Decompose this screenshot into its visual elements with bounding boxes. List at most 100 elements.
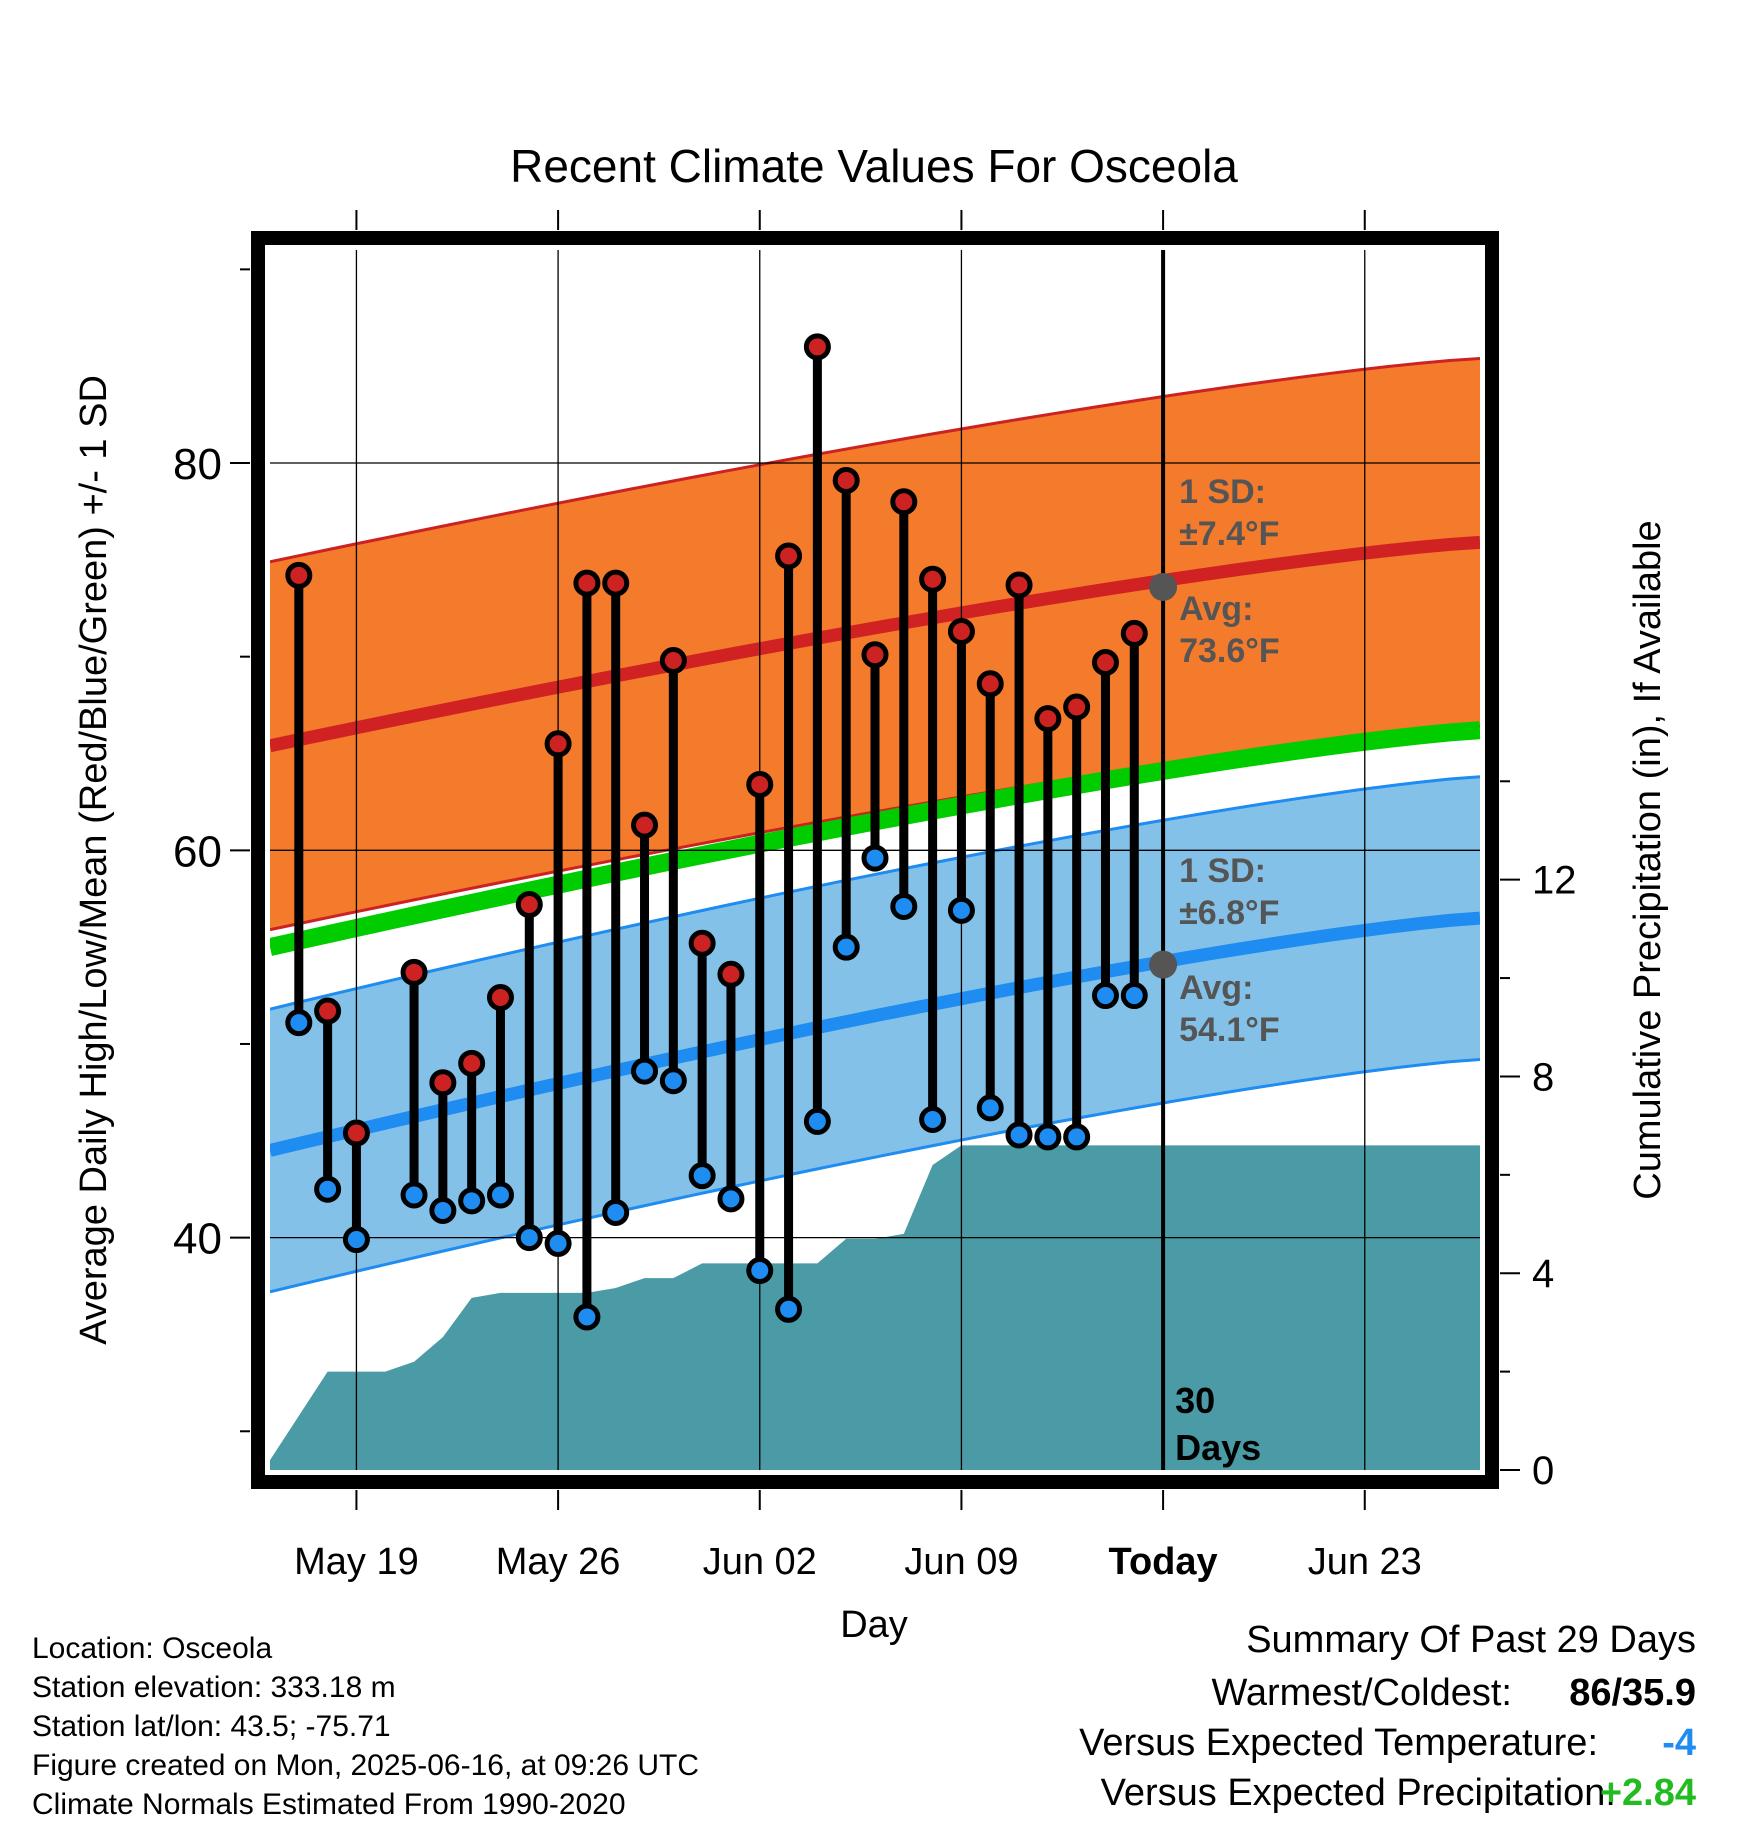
footer-created: Figure created on Mon, 2025-06-16, at 09… [32, 1749, 700, 1782]
daily-low-point [515, 1224, 543, 1252]
daily-high-point [746, 770, 774, 798]
daily-high-point [659, 647, 687, 675]
daily-low-point [803, 1107, 831, 1135]
daily-low-point [947, 896, 975, 924]
low-avg-dot [1149, 950, 1178, 979]
x-tick-label: Jun 02 [703, 1541, 817, 1583]
daily-low-point [342, 1226, 370, 1254]
daily-low-point [458, 1187, 486, 1215]
daily-high-point [486, 983, 514, 1011]
daily-high-point [688, 929, 716, 957]
daily-low-point [1034, 1123, 1062, 1151]
daily-low-point [1063, 1123, 1091, 1151]
high-band-upper-edge [270, 356, 1480, 564]
daily-high-point [458, 1049, 486, 1077]
chart-title: Recent Climate Values For Osceola [510, 140, 1238, 192]
today-label-number: 30 [1175, 1380, 1215, 1421]
daily-high-point [803, 333, 831, 361]
high-avg-value: 73.6°F [1179, 632, 1280, 670]
y-tick-label: 80 [173, 440, 222, 489]
daily-high-point [429, 1069, 457, 1097]
daily-low-point [602, 1198, 630, 1226]
precip-area [270, 1145, 1480, 1470]
daily-high-point [573, 569, 601, 597]
x-tick-label: May 19 [294, 1541, 419, 1583]
low-sd-band [270, 776, 1480, 1292]
daily-low-point [832, 933, 860, 961]
daily-high-point [976, 670, 1004, 698]
footer-latlon: Station lat/lon: 43.5; -75.71 [32, 1710, 391, 1743]
daily-high-point [1034, 705, 1062, 733]
y2-tick-label: 8 [1532, 1055, 1554, 1099]
summary-warmest-label: Warmest/Coldest: [1211, 1672, 1512, 1714]
x-tick-label: Jun 23 [1308, 1541, 1422, 1583]
daily-high-point [631, 811, 659, 839]
summary-temp-row: Versus Expected Temperature: -4 [0, 1722, 1748, 1768]
daily-low-point [659, 1067, 687, 1095]
summary-warmest-value: 86/35.9 [1569, 1672, 1696, 1714]
summary-precip-row: Versus Expected Precipitation: +2.84 [0, 1772, 1748, 1818]
daily-low-point [890, 892, 918, 920]
daily-low-point [285, 1009, 313, 1037]
daily-low-point [746, 1257, 774, 1285]
plot-frame [251, 231, 1499, 1489]
daily-high-point [285, 561, 313, 589]
daily-low-point [1005, 1121, 1033, 1149]
y2-tick-label: 12 [1532, 859, 1577, 903]
daily-low-point [544, 1229, 572, 1257]
daily-low-point [314, 1175, 342, 1203]
footer-location: Location: Osceola [32, 1632, 273, 1665]
y2-axis-label: Cumulative Precipitation (in), If Availa… [1627, 520, 1669, 1199]
high-avg-dot [1149, 572, 1178, 601]
daily-high-point [947, 617, 975, 645]
daily-low-point [1120, 982, 1148, 1010]
daily-low-point [400, 1181, 428, 1209]
daily-high-point [342, 1119, 370, 1147]
y-tick-label: 60 [173, 827, 222, 876]
daily-high-point [775, 542, 803, 570]
daily-low-point [573, 1303, 601, 1331]
daily-high-point [544, 730, 572, 758]
daily-high-point [717, 960, 745, 988]
daily-low-point [976, 1094, 1004, 1122]
daily-low-point [1091, 982, 1119, 1010]
daily-low-point [861, 844, 889, 872]
daily-high-point [1091, 648, 1119, 676]
high-avg-label: Avg: [1179, 590, 1253, 628]
daily-low-point [688, 1162, 716, 1190]
daily-low-point [486, 1181, 514, 1209]
daily-high-point [314, 997, 342, 1025]
summary-precip-label: Versus Expected Precipitation: [1100, 1772, 1616, 1814]
y2-tick-label: 4 [1532, 1252, 1554, 1296]
daily-high-point [515, 891, 543, 919]
y-tick-label: 40 [173, 1215, 222, 1264]
x-tick-label: Jun 09 [904, 1541, 1018, 1583]
low-band-lower-edge [270, 1057, 1480, 1294]
high-sd-label: 1 SD: [1179, 473, 1266, 511]
y-axis-label: Average Daily High/Low/Mean (Red/Blue/Gr… [73, 375, 115, 1345]
daily-high-point [1120, 619, 1148, 647]
footer-elevation: Station elevation: 333.18 m [32, 1671, 396, 1704]
low-avg-value: 54.1°F [1179, 1011, 1280, 1049]
summary-warmest-row: Warmest/Coldest: 86/35.9 [0, 1672, 1748, 1718]
x-tick-label: May 26 [496, 1541, 621, 1583]
daily-high-point [890, 488, 918, 516]
daily-low-point [919, 1105, 947, 1133]
daily-temperature-bars [285, 333, 1148, 1331]
high-sd-value: ±7.4°F [1179, 515, 1279, 553]
daily-high-point [832, 466, 860, 494]
y2-tick-label: 0 [1532, 1449, 1554, 1493]
low-avg-label: Avg: [1179, 969, 1253, 1007]
daily-low-point [717, 1185, 745, 1213]
low-sd-value: ±6.8°F [1179, 894, 1279, 932]
footer-normals: Climate Normals Estimated From 1990-2020 [32, 1788, 626, 1821]
today-label-days: Days [1175, 1427, 1261, 1468]
low-sd-label: 1 SD: [1179, 852, 1266, 890]
x-axis-label: Day [840, 1604, 908, 1646]
summary-temp-label: Versus Expected Temperature: [1079, 1722, 1598, 1764]
daily-high-point [1063, 693, 1091, 721]
daily-high-point [602, 569, 630, 597]
daily-high-point [400, 958, 428, 986]
normal-high-line [270, 535, 1480, 753]
